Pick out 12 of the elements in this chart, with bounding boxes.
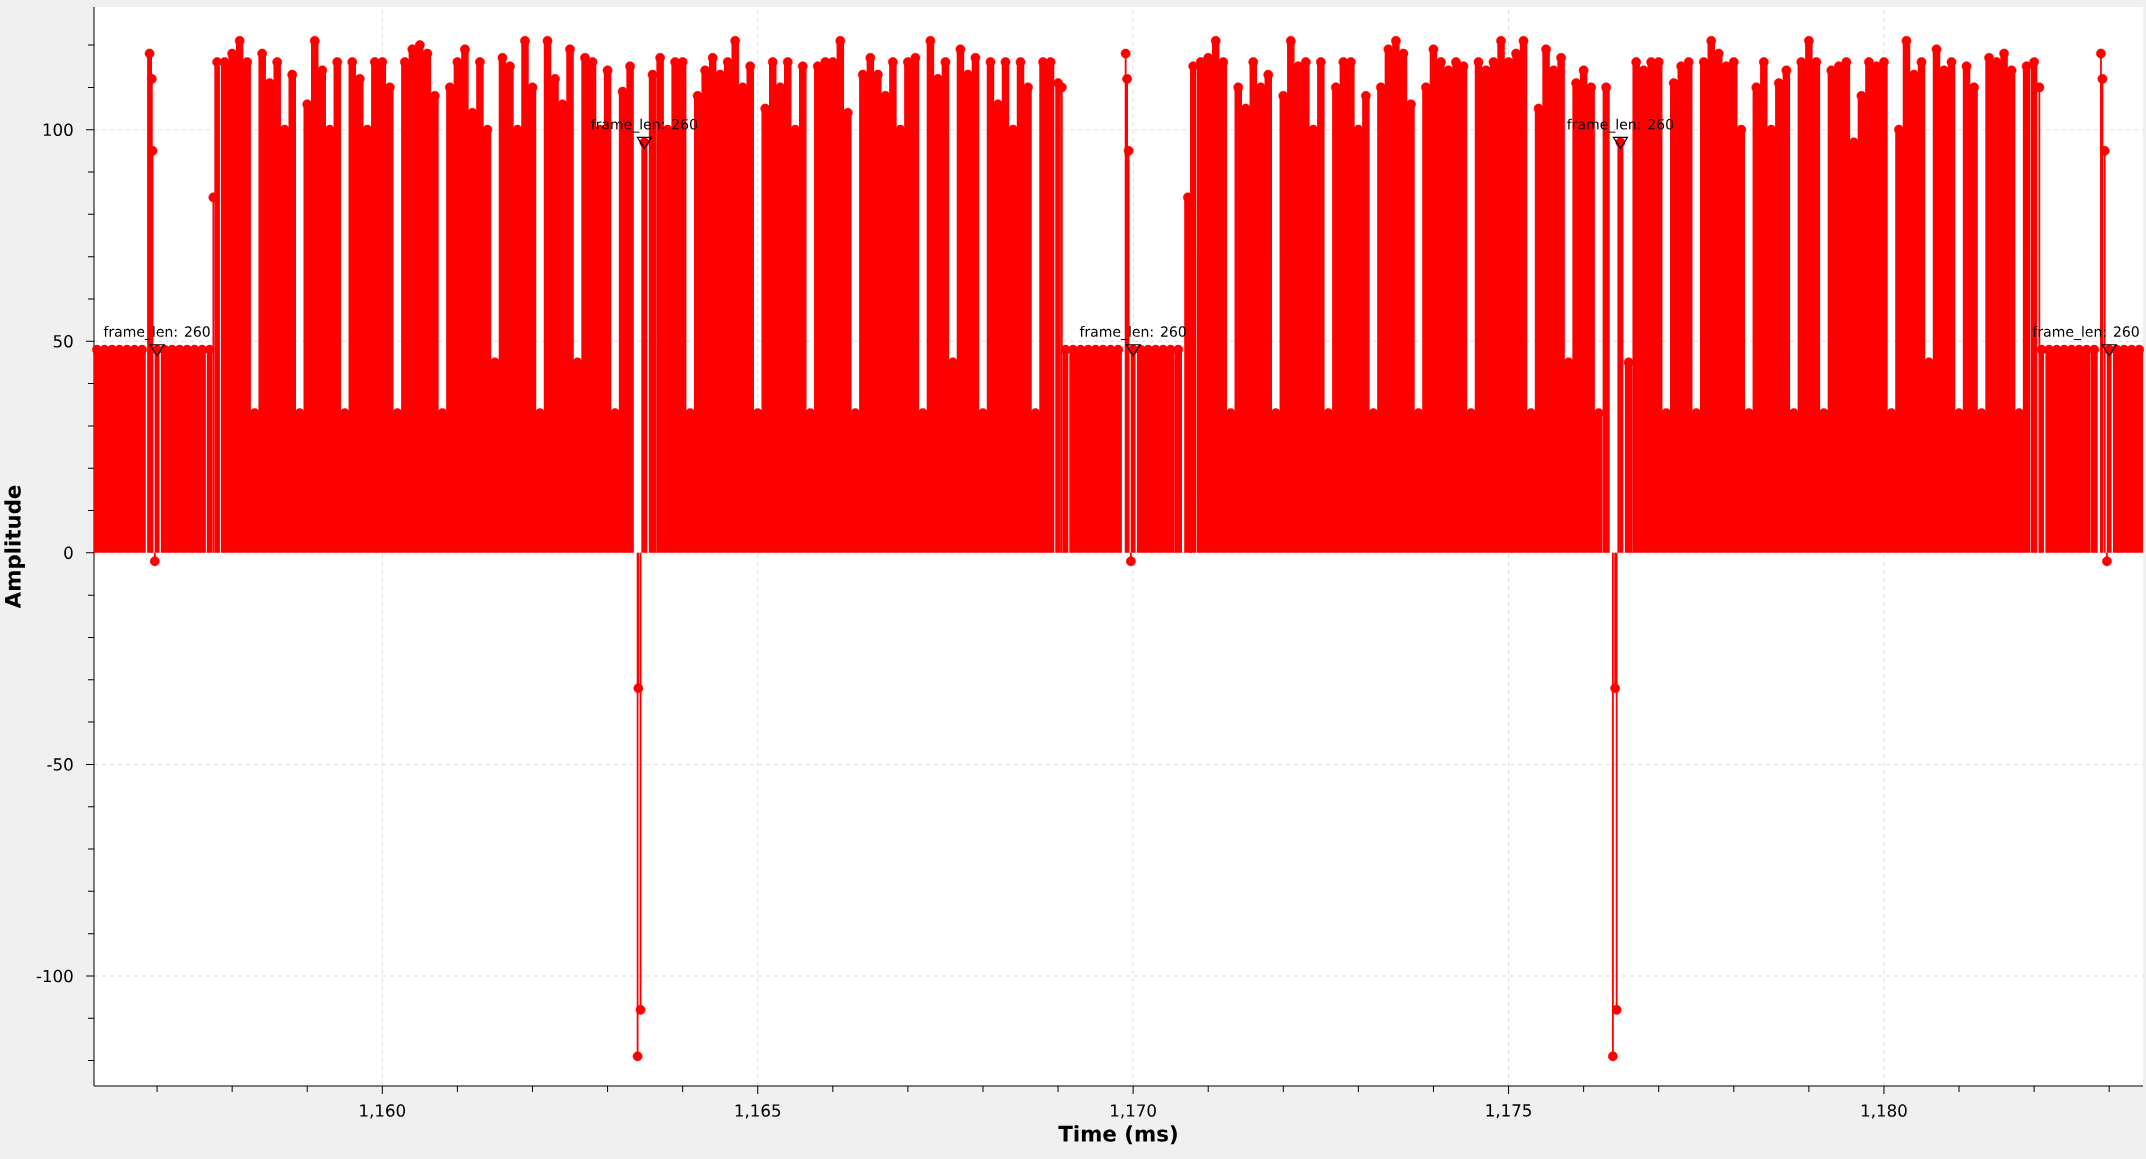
x-axis-title: Time (ms)	[1058, 1125, 1177, 1145]
y-tick-label: 0	[64, 546, 73, 560]
x-tick-label: 1,175	[1486, 1104, 1531, 1119]
x-tick-label: 1,180	[1861, 1104, 1907, 1119]
y-tick-label: 50	[53, 334, 73, 348]
y-tick-label: -50	[47, 758, 73, 771]
x-tick-label: 1,160	[360, 1104, 406, 1119]
x-tick-label: 1,170	[1111, 1104, 1156, 1119]
y-tick-label: 100	[43, 123, 73, 136]
y-axis-title: Amplitude	[4, 485, 25, 609]
x-tick-label: 1,165	[735, 1104, 781, 1119]
y-tick-label: -100	[36, 969, 73, 983]
